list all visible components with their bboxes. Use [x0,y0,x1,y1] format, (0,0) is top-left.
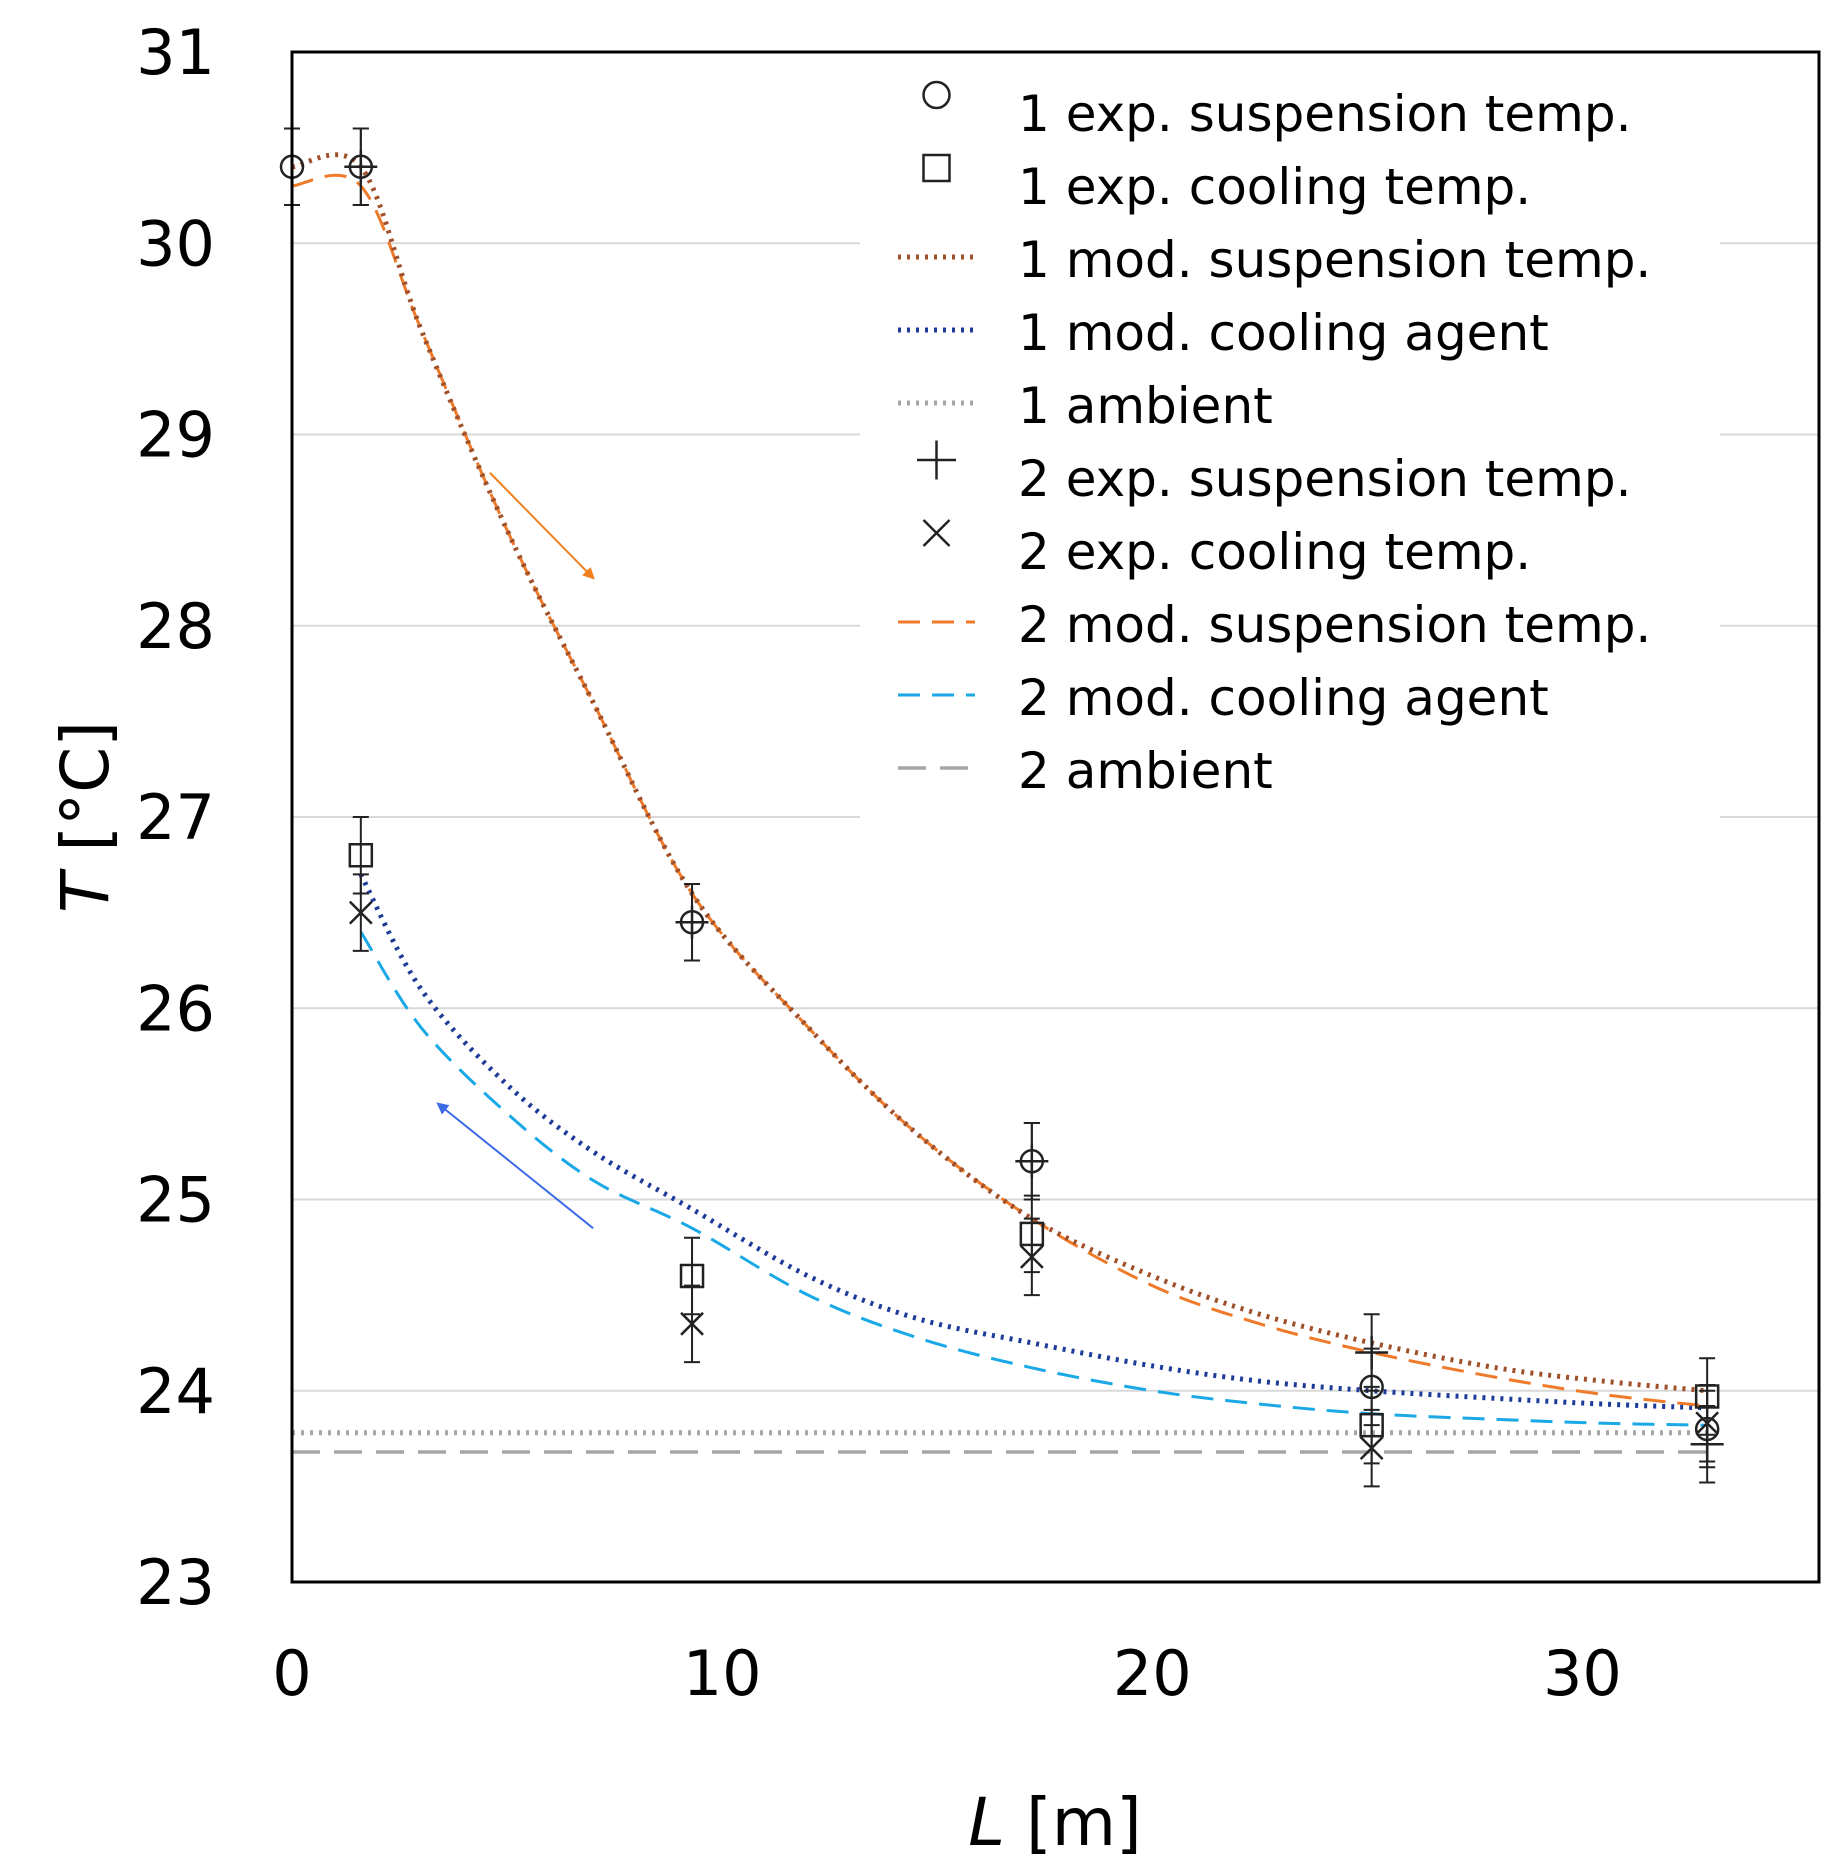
legend-entry: 1 exp. suspension temp. [922,80,1632,143]
trend-arrows [436,472,595,1229]
data-point-cross [1359,1408,1384,1488]
legend-label: 1 ambient [1018,377,1273,435]
trend-arrow-1 [489,472,595,580]
y-tick-label: 27 [136,781,215,854]
series-line-1-mod-suspension-temp- [291,152,1708,1394]
tick-labels: 23 24 25 26 27 28 29 30 31 0 10 20 30 [136,16,1622,1710]
legend-label: 1 exp. suspension temp. [1018,85,1632,143]
legend-label: 2 ambient [1018,742,1273,800]
y-axis-title: T [°C] [47,721,124,913]
data-point-plus [675,882,709,962]
marker-cross-b [348,900,373,925]
x-tick-label: 0 [272,1637,311,1710]
marker-square [922,153,951,183]
marker-circle [922,80,951,110]
y-tick-label: 31 [136,16,215,89]
marker-cross-b [680,1311,704,1336]
legend-swatch-plus [917,440,956,480]
marker-cross-b [1695,1411,1720,1436]
marker-cross [1359,1436,1384,1461]
plot-frame [290,50,1821,1584]
data-point-cross [680,1284,704,1364]
legend-label: 2 mod. suspension temp. [1018,596,1651,654]
legend: 1 exp. suspension temp. 1 exp. cooling te… [898,80,1651,800]
legend-swatch-circle [922,80,951,110]
legend-background [860,60,1720,820]
legend-entry: 2 exp. suspension temp. [917,440,1632,508]
data-point-plus [1015,1122,1049,1201]
legend-entry: 2 exp. cooling temp. [922,519,1531,581]
marker-plus [344,150,378,184]
legend-label: 2 exp. cooling temp. [1018,523,1531,581]
legend-label: 1 exp. cooling temp. [1018,158,1531,216]
data-point-cross [1019,1217,1044,1297]
legend-label: 2 mod. cooling agent [1018,669,1549,727]
x-tick-label: 20 [1113,1637,1192,1710]
marker-cross-b [922,519,951,547]
data-point-plus [1355,1313,1389,1392]
legend-entry: 2 mod. suspension temp. [898,596,1651,654]
legend-label: 1 mod. suspension temp. [1018,231,1651,289]
marker-cross-b [1359,1436,1384,1461]
y-tick-label: 28 [136,590,215,663]
legend-entry: 1 mod. cooling agent [898,304,1549,362]
marker-cross [348,900,373,925]
legend-label: 2 exp. suspension temp. [1018,450,1632,508]
x-tick-label: 30 [1543,1637,1622,1710]
series-line-2-mod-suspension-temp- [291,173,1708,1408]
legend-swatch-square [922,153,951,183]
legend-entry: 2 ambient [898,742,1273,800]
marker-plus [675,905,709,939]
marker-cross [1695,1411,1720,1436]
marker-cross [1019,1244,1044,1269]
legend-entry: 1 exp. cooling temp. [922,153,1531,216]
marker-plus [1355,1336,1389,1369]
marker-cross [680,1311,704,1336]
legend-entry: 2 mod. cooling agent [898,669,1549,727]
data-point-cross [1695,1384,1720,1463]
data-point-cross [348,873,373,952]
model-lines [291,152,1708,1454]
y-tick-label: 23 [136,1546,215,1619]
y-tick-label: 26 [136,972,215,1045]
legend-entry: 1 mod. suspension temp. [898,231,1651,289]
marker-square [348,843,374,868]
series-line-1-mod-cooling-agent [358,873,1708,1411]
y-tick-label: 30 [136,207,215,280]
marker-square [348,843,374,868]
series-line-2-mod-cooling-agent [359,930,1708,1427]
trend-arrow-2 [436,1102,594,1229]
marker-plus [1015,1144,1049,1178]
y-tick-label: 24 [136,1355,215,1428]
x-axis-title: L [m] [968,1784,1142,1861]
legend-entry: 1 ambient [898,377,1273,435]
legend-label: 1 mod. cooling agent [1018,304,1549,362]
legend-swatch-cross [922,519,951,547]
x-tick-label: 10 [683,1637,762,1710]
data-point-plus [344,127,378,206]
y-tick-label: 29 [136,399,215,472]
y-tick-label: 25 [136,1164,215,1237]
marker-cross-b [1019,1244,1044,1269]
